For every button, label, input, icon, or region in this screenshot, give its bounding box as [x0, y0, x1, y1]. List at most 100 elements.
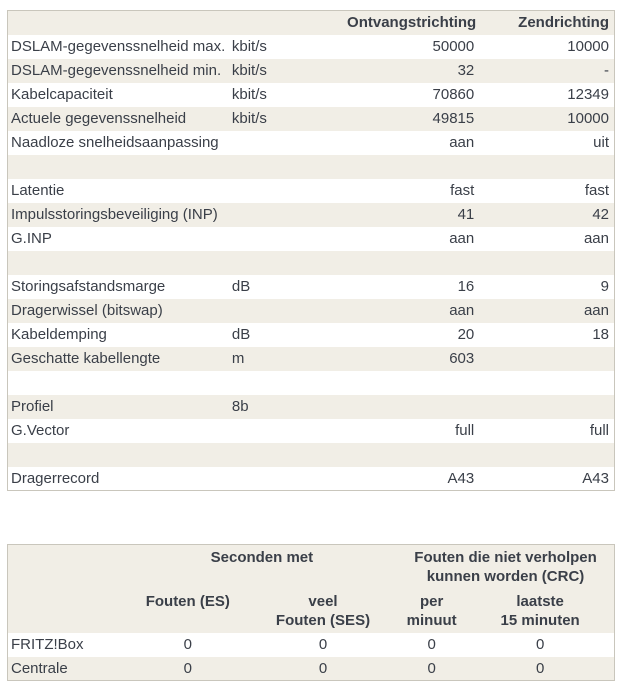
- row-label: Impulsstoringsbeveiliging (INP): [11, 206, 218, 223]
- table-row: Storingsafstandsmarge dB 16 9: [7, 274, 615, 299]
- row-unit: kbit/s: [231, 62, 267, 79]
- send-value: fast: [584, 182, 609, 199]
- receive-value: 70860: [432, 86, 475, 103]
- table-row: G.Vector full full: [7, 418, 615, 443]
- send-value: 12349: [567, 86, 609, 103]
- row-label: Dragerrecord: [11, 469, 100, 487]
- column-header-last-15-minutes: laatste 15 minuten: [500, 592, 580, 629]
- table-row: Kabeldemping dB 20 18: [7, 322, 615, 347]
- receive-value: full: [455, 422, 475, 439]
- row-unit: [232, 179, 347, 203]
- row-label: Latentie: [11, 182, 65, 199]
- row-unit: [232, 467, 347, 491]
- receive-value: 50000: [432, 38, 475, 55]
- dsl-table-header-row: Ontvangstrichting Zendrichting: [7, 10, 615, 35]
- dsl-overview-table: Ontvangstrichting Zendrichting DSLAM-geg…: [7, 10, 615, 491]
- table-row: Dragerwissel (bitswap) aan aan: [7, 298, 615, 323]
- column-header-many-errors-ses: veel Fouten (SES): [275, 592, 371, 629]
- receive-value: 41: [457, 206, 475, 223]
- receive-value: 603: [449, 350, 475, 367]
- row-unit: kbit/s: [231, 38, 267, 55]
- receive-value: 16: [457, 278, 475, 295]
- row-label: Kabelcapaciteit: [11, 86, 113, 103]
- separator-row: [7, 370, 615, 395]
- table-row: Geschatte kabellengte m 603: [7, 346, 615, 371]
- error-table-body: FRITZ!Box 0 0 0 0 Centrale 0 0 0 0: [7, 632, 615, 681]
- receive-value: fast: [450, 182, 475, 199]
- column-header-send-direction: Zendrichting: [518, 14, 609, 32]
- row-unit: dB: [231, 278, 251, 295]
- row-label: Kabeldemping: [11, 326, 107, 343]
- send-value: 9: [600, 278, 609, 295]
- receive-value: A43: [447, 469, 475, 487]
- error-table-subheader-row: Fouten (ES) veel Fouten (SES) per minuut…: [7, 588, 615, 633]
- separator-row: [7, 442, 615, 467]
- separator-cell: [8, 371, 615, 395]
- row-label: Geschatte kabellengte: [11, 350, 161, 367]
- row-label: Dragerwissel (bitswap): [11, 302, 163, 319]
- row-unit: m: [231, 350, 245, 367]
- error-stats-table: Seconden met Fouten die niet verholpen k…: [7, 544, 615, 681]
- row-label: Centrale: [11, 659, 68, 677]
- empty-header-cell: [8, 545, 127, 589]
- receive-value: aan: [449, 230, 475, 247]
- receive-value: [347, 395, 479, 419]
- table-row: DSLAM-gegevenssnelheid min. kbit/s 32 -: [7, 58, 615, 83]
- row-unit: [232, 227, 347, 251]
- table-row: FRITZ!Box 0 0 0 0: [7, 632, 615, 657]
- dsl-table-body: DSLAM-gegevenssnelheid max. kbit/s 50000 10…: [7, 34, 615, 491]
- send-value: 42: [592, 206, 609, 223]
- send-value: 10000: [567, 110, 609, 127]
- separator-cell: [8, 251, 615, 275]
- send-value: 18: [592, 326, 609, 343]
- last-15-minutes-value: 0: [535, 636, 545, 653]
- group-header-seconds-with: Seconden met: [210, 549, 314, 566]
- last-15-minutes-value: 0: [535, 659, 545, 677]
- separator-cell: [8, 155, 615, 179]
- empty-header-cell: [8, 11, 232, 35]
- table-row: Latentie fast fast: [7, 178, 615, 203]
- row-label: DSLAM-gegevenssnelheid max.: [11, 38, 226, 55]
- table-row: Centrale 0 0 0 0: [7, 656, 615, 681]
- row-label: Naadloze snelheidsaanpassing: [11, 134, 219, 151]
- row-unit: [232, 299, 347, 323]
- row-unit: kbit/s: [231, 110, 267, 127]
- row-label: DSLAM-gegevenssnelheid min.: [11, 62, 222, 79]
- row-unit: [232, 419, 347, 443]
- row-label: Profiel: [11, 398, 54, 415]
- errors-es-value: 0: [183, 659, 192, 677]
- column-header-errors-es: Fouten (ES): [145, 592, 230, 610]
- send-value: 10000: [567, 38, 609, 55]
- row-unit: dB: [231, 326, 251, 343]
- many-errors-ses-value: 0: [318, 659, 328, 677]
- send-value: aan: [583, 230, 609, 247]
- per-minute-value: 0: [427, 636, 436, 653]
- row-unit: [232, 203, 347, 227]
- table-row: Actuele gegevenssnelheid kbit/s 49815 10000: [7, 106, 615, 131]
- table-row: Naadloze snelheidsaanpassing aan uit: [7, 130, 615, 155]
- send-value: [479, 347, 614, 371]
- receive-value: 32: [457, 62, 475, 79]
- empty-header-cell: [232, 11, 347, 35]
- send-value: full: [589, 422, 609, 439]
- per-minute-value: 0: [427, 659, 436, 677]
- row-label: G.Vector: [11, 422, 70, 439]
- send-value: aan: [583, 302, 609, 319]
- receive-value: 20: [457, 326, 475, 343]
- table-row: Impulsstoringsbeveiliging (INP) 41 42: [7, 202, 615, 227]
- column-header-per-minute: per minuut: [406, 592, 457, 629]
- send-value: A43: [582, 469, 609, 487]
- table-row: G.INP aan aan: [7, 226, 615, 251]
- table-row: DSLAM-gegevenssnelheid max. kbit/s 50000 10…: [7, 34, 615, 59]
- send-value: [479, 395, 614, 419]
- row-unit: 8b: [231, 398, 249, 415]
- table-row: Profiel 8b: [7, 394, 615, 419]
- error-table-group-header-row: Seconden met Fouten die niet verholpen k…: [7, 544, 615, 589]
- many-errors-ses-value: 0: [318, 636, 328, 653]
- column-header-receive-direction: Ontvangstrichting: [347, 14, 477, 32]
- group-header-uncorrectable-errors-crc: Fouten die niet verholpen kunnen worden …: [414, 549, 597, 585]
- separator-row: [7, 154, 615, 179]
- table-row: Kabelcapaciteit kbit/s 70860 12349: [7, 82, 615, 107]
- table-row: Dragerrecord A43 A43: [7, 466, 615, 491]
